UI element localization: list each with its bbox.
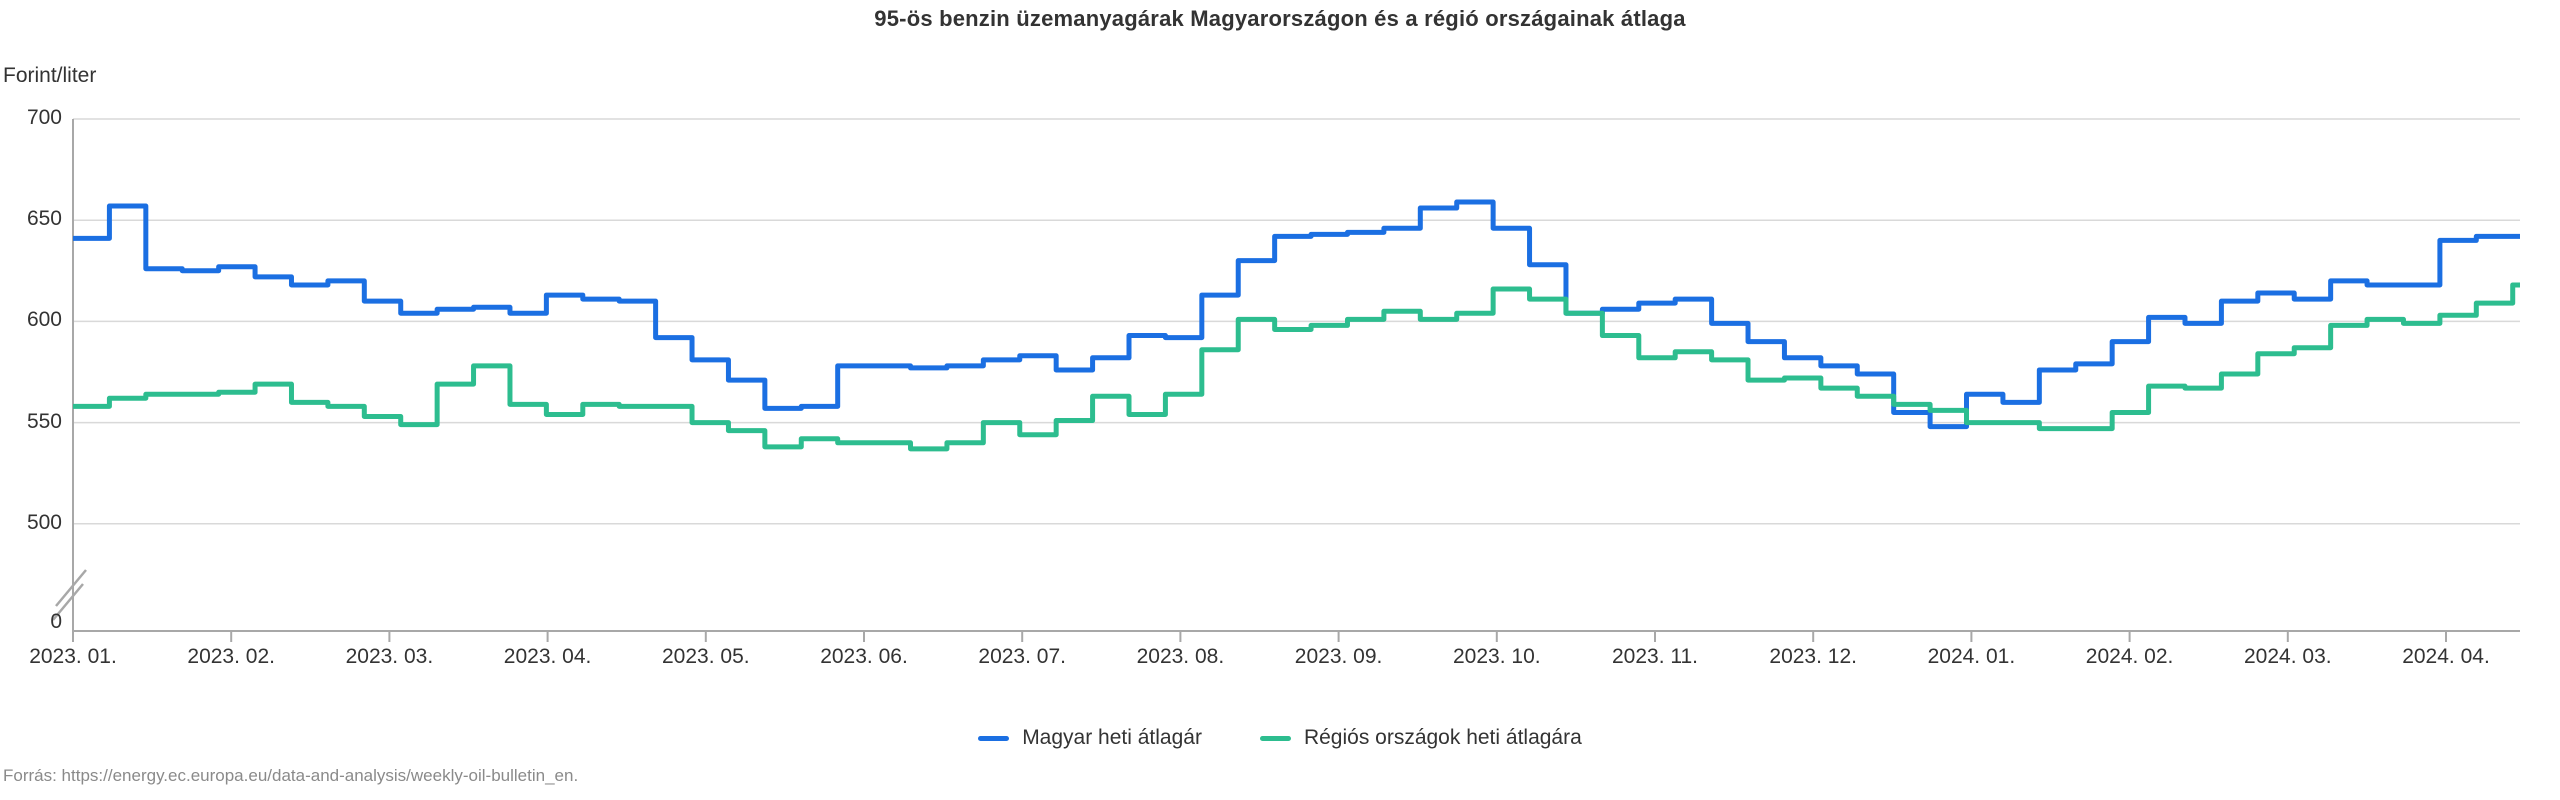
x-tick-label-14: 2024. 03. [2244, 645, 2332, 668]
x-tick-label-1: 2023. 02. [187, 645, 275, 668]
x-tick-label-12: 2024. 01. [1927, 645, 2016, 668]
legend-label-region: Régiós országok heti átlagára [1303, 726, 1582, 749]
x-tick-label-4: 2023. 05. [662, 645, 750, 668]
x-tick-label-13: 2024. 02. [2085, 645, 2174, 668]
y-tick-label-650: 650 [26, 207, 62, 231]
y-tick-label-550: 550 [26, 409, 62, 433]
y-tick-label-0: 0 [50, 610, 62, 633]
hungary-line-swatch [978, 735, 1010, 741]
y-tick-label-600: 600 [26, 308, 62, 332]
series-line-hungary [73, 199, 2520, 430]
legend-item-region: Régiós országok heti átlagára [1259, 726, 1582, 750]
x-tick-label-2: 2023. 03. [345, 645, 434, 668]
x-tick-label-5: 2023. 06. [820, 645, 908, 668]
x-tick-label-9: 2023. 10. [1453, 645, 1541, 668]
x-tick-label-15: 2024. 04. [2402, 645, 2490, 668]
source-note: Forrás: https://energy.ec.europa.eu/data… [3, 766, 579, 785]
axis-break-slash-1 [55, 569, 87, 607]
x-tick-label-10: 2023. 11. [1611, 645, 1699, 668]
legend: Magyar heti átlagár Régiós országok heti… [0, 726, 2560, 750]
x-tick-label-8: 2023. 09. [1294, 645, 1383, 668]
legend-item-hungary: Magyar heti átlagár [978, 726, 1202, 750]
y-tick-label-500: 500 [26, 510, 62, 534]
y-axis-title: Forint/liter [3, 64, 97, 87]
chart-title: 95-ös benzin üzemanyagárak Magyarországo… [874, 6, 1686, 31]
y-tick-label-700: 700 [26, 106, 62, 129]
x-tick-label-6: 2023. 07. [978, 645, 1066, 668]
region-line-swatch [1259, 735, 1291, 741]
legend-label-hungary: Magyar heti átlagár [1022, 726, 1202, 749]
x-tick-label-0: 2023. 01. [29, 645, 117, 668]
x-tick-label-7: 2023. 08. [1136, 645, 1225, 668]
series-line-region [73, 282, 2520, 452]
x-tick-label-3: 2023. 04. [503, 645, 592, 668]
axis-break-slash-2 [52, 583, 84, 621]
x-tick-label-11: 2023. 12. [1769, 645, 1857, 668]
